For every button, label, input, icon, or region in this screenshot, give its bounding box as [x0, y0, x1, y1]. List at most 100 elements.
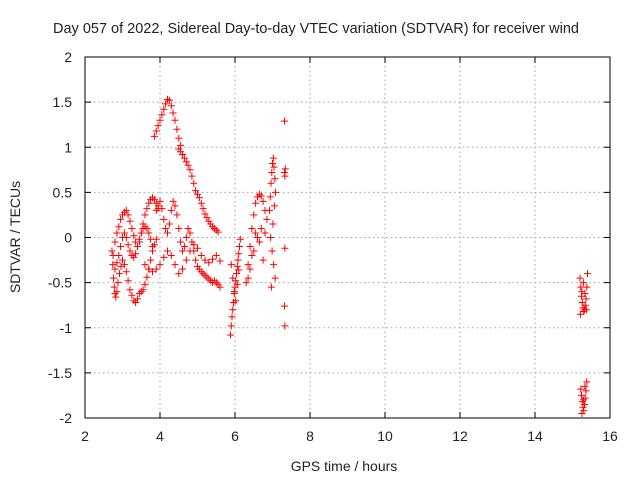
x-tick-label: 16: [602, 428, 618, 444]
data-point: [110, 283, 118, 291]
data-point: [581, 401, 588, 408]
data-point: [248, 225, 256, 232]
data-point: [137, 229, 145, 237]
x-tick-label: 8: [306, 428, 314, 444]
data-point: [229, 274, 237, 282]
data-point: [109, 261, 117, 269]
data-point: [145, 199, 153, 207]
data-point: [266, 206, 273, 214]
data-point: [581, 290, 589, 297]
data-point: [235, 250, 243, 258]
data-point: [233, 280, 241, 288]
data-point: [156, 116, 164, 124]
data-point: [160, 105, 168, 113]
series-cluster-3.6-5.6h-lower: [141, 241, 224, 278]
data-point: [119, 256, 126, 264]
data-point: [212, 279, 220, 287]
data-point: [117, 243, 125, 250]
data-point: [267, 234, 275, 241]
data-point: [236, 235, 244, 243]
series-cluster-5.85-6.2h: [227, 235, 244, 339]
data-point: [126, 217, 134, 225]
data-point: [145, 265, 153, 273]
data-point: [126, 247, 134, 255]
data-point: [582, 295, 590, 303]
data-point: [203, 273, 211, 281]
data-point: [130, 253, 138, 261]
data-point: [271, 274, 279, 282]
data-point: [203, 214, 211, 222]
data-point: [259, 256, 267, 264]
series-cluster-15.2-15.4h-lower: [577, 378, 591, 417]
data-point: [583, 283, 591, 291]
data-point: [180, 154, 188, 162]
data-point: [201, 271, 209, 279]
data-point: [186, 247, 194, 255]
data-point: [581, 382, 589, 390]
x-tick-label: 2: [81, 428, 89, 444]
series-cluster-3.9-5.6h-loops: [152, 197, 224, 291]
data-point: [190, 179, 198, 187]
y-tick-label: 0: [64, 230, 72, 246]
series-isolated-7.3h: [281, 117, 289, 330]
data-point: [154, 202, 162, 210]
data-point: [205, 275, 213, 283]
data-point: [257, 192, 265, 200]
data-point: [165, 220, 173, 228]
data-point: [116, 270, 123, 278]
data-point: [128, 225, 136, 232]
data-point: [579, 396, 587, 404]
data-point: [261, 229, 269, 237]
data-point: [173, 125, 181, 133]
data-point: [246, 243, 254, 250]
data-point: [135, 290, 143, 297]
data-point: [160, 215, 168, 223]
data-point: [210, 277, 218, 285]
data-point: [169, 109, 177, 117]
data-point: [149, 268, 156, 276]
data-point: [113, 288, 121, 296]
data-point: [182, 158, 190, 166]
data-point: [234, 256, 242, 264]
data-point: [194, 244, 201, 252]
data-point: [578, 288, 586, 296]
data-point: [110, 274, 117, 282]
series-cluster-15.2-15.4h-upper: [576, 270, 591, 318]
data-point: [270, 163, 278, 171]
data-point: [120, 261, 128, 269]
series-cluster-2.7-3.9h-upper: [109, 194, 162, 259]
y-tick-label: 1.5: [53, 94, 73, 110]
data-point: [177, 141, 185, 149]
data-point: [194, 190, 201, 198]
data-point: [212, 252, 220, 259]
data-point: [167, 102, 175, 110]
series-arc-3.85-4.6h: [150, 95, 185, 149]
data-point: [578, 391, 585, 399]
data-point: [254, 234, 261, 241]
y-tick-label: 2: [64, 49, 72, 65]
data-point: [281, 302, 288, 310]
data-point: [150, 132, 158, 140]
data-point: [143, 273, 151, 281]
data-point: [216, 257, 224, 265]
data-point: [582, 306, 590, 314]
data-point: [143, 225, 151, 232]
data-point: [156, 261, 164, 269]
x-tick-label: 6: [231, 428, 239, 444]
data-point: [576, 310, 584, 318]
data-point: [227, 261, 235, 269]
data-point: [246, 265, 254, 273]
data-point: [281, 165, 289, 173]
data-point: [177, 238, 185, 246]
data-point: [117, 262, 125, 270]
data-point: [126, 286, 134, 294]
data-point: [156, 197, 164, 205]
data-point: [201, 256, 209, 264]
axis-ticks: [84, 56, 611, 419]
data-point: [147, 235, 155, 243]
data-point: [158, 111, 166, 119]
data-point: [197, 252, 205, 259]
data-point: [128, 291, 136, 299]
data-point: [250, 247, 258, 255]
